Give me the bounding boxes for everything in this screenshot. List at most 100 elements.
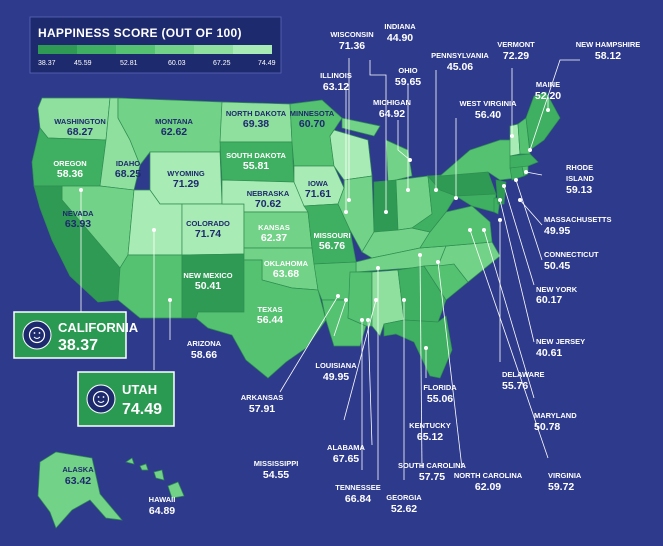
- state-alaska: [37, 451, 123, 529]
- label-kansas-value: 62.37: [261, 232, 287, 244]
- label-texas-name: TEXAS: [257, 305, 282, 314]
- label-washington-value: 68.27: [67, 126, 93, 138]
- label-rhode-island-name-1: RHODE: [566, 163, 593, 172]
- label-iowa-value: 71.61: [305, 188, 331, 200]
- legend-tick: 60.03: [168, 60, 186, 67]
- label-nevada-value: 63.93: [65, 218, 91, 230]
- state-georgia: [397, 265, 447, 323]
- label-ohio-name: OHIO: [398, 66, 417, 75]
- state-mississippi: [347, 271, 373, 327]
- label-north-carolina-value: 62.09: [475, 481, 501, 493]
- leader-lines: [80, 58, 580, 480]
- label-kansas-name: KANSAS: [258, 223, 290, 232]
- label-wisconsin-name: WISCONSIN: [330, 30, 373, 39]
- label-montana-value: 62.62: [161, 126, 187, 138]
- label-massachusetts-value: 49.95: [544, 225, 570, 237]
- label-connecticut-name: CONNECTICUT: [544, 250, 599, 259]
- label-oregon-name: OREGON: [53, 159, 86, 168]
- label-alabama-value: 67.65: [333, 453, 359, 465]
- label-georgia-value: 52.62: [391, 503, 417, 515]
- label-west-virginia-name: WEST VIRGINIA: [459, 99, 517, 108]
- legend-swatch-1: [38, 45, 77, 54]
- label-oklahoma-value: 63.68: [273, 268, 299, 280]
- label-virginia-name: VIRGINIA: [548, 471, 582, 480]
- label-north-carolina-name: NORTH CAROLINA: [454, 471, 523, 480]
- state-illinois: [337, 175, 375, 253]
- state-california: [33, 185, 121, 303]
- label-kentucky-name: KENTUCKY: [409, 421, 451, 430]
- label-missouri-value: 56.76: [319, 240, 345, 252]
- legend-swatch-6: [233, 45, 272, 54]
- legend-swatch-4: [155, 45, 194, 54]
- label-rhode-island-name-2: ISLAND: [566, 174, 595, 183]
- label-west-virginia-value: 56.40: [475, 109, 501, 121]
- legend-swatch-5: [194, 45, 233, 54]
- label-nebraska-value: 70.62: [255, 198, 281, 210]
- state-hawaii: [125, 457, 185, 499]
- label-colorado-name: COLORADO: [186, 219, 230, 228]
- legend: HAPPINESS SCORE (OUT OF 100) 38.37 45.59…: [29, 16, 282, 74]
- label-new-york-value: 60.17: [536, 294, 562, 306]
- label-louisiana-name: LOUISIANA: [315, 361, 357, 370]
- label-washington-name: WASHINGTON: [54, 117, 106, 126]
- label-colorado-value: 71.74: [195, 228, 221, 240]
- label-south-carolina-value: 57.75: [419, 471, 445, 483]
- label-vermont-value: 72.29: [503, 50, 529, 62]
- label-south-dakota-name: SOUTH DAKOTA: [226, 151, 286, 160]
- label-new-hampshire-value: 58.12: [595, 50, 621, 62]
- state-michigan: [341, 117, 413, 183]
- label-texas-value: 56.44: [257, 314, 283, 326]
- label-idaho-name: IDAHO: [116, 159, 140, 168]
- inmap-labels: WASHINGTON 68.27 MONTANA 62.62 NORTH DAK…: [54, 109, 335, 240]
- label-arizona-value: 58.66: [191, 349, 217, 361]
- label-michigan-value: 64.92: [379, 108, 405, 120]
- label-oklahoma-name: OKLAHOMA: [264, 259, 309, 268]
- label-new-jersey-value: 40.61: [536, 347, 562, 359]
- label-montana-name: MONTANA: [155, 117, 193, 126]
- label-new-mexico-name: NEW MEXICO: [183, 271, 232, 280]
- label-north-dakota-value: 69.38: [243, 118, 269, 130]
- label-nebraska-name: NEBRASKA: [247, 189, 290, 198]
- label-kentucky-value: 65.12: [417, 431, 443, 443]
- label-florida-name: FLORIDA: [423, 383, 457, 392]
- label-alaska-value: 63.42: [65, 475, 91, 487]
- utah-callout-value: 74.49: [122, 401, 162, 418]
- legend-tick: 67.25: [213, 60, 231, 67]
- state-texas: [195, 259, 327, 379]
- label-vermont-name: VERMONT: [497, 40, 535, 49]
- california-callout-value: 38.37: [58, 337, 98, 354]
- label-illinois-value: 63.12: [323, 81, 349, 93]
- legend-title: HAPPINESS SCORE (OUT OF 100): [38, 26, 242, 40]
- label-arizona-name: ARIZONA: [187, 339, 222, 348]
- label-mississippi-name: MISSISSIPPI: [254, 459, 299, 468]
- legend-tick: 52.81: [120, 60, 138, 67]
- label-wyoming-name: WYOMING: [167, 169, 205, 178]
- label-pennsylvania-name: PENNSYLVANIA: [431, 51, 489, 60]
- label-south-carolina-name: SOUTH CAROLINA: [398, 461, 466, 470]
- california-callout-name: CALIFORNIA: [58, 320, 139, 335]
- label-new-mexico-value: 50.41: [195, 280, 221, 292]
- label-tennessee-value: 66.84: [345, 493, 371, 505]
- label-indiana-name: INDIANA: [384, 22, 416, 31]
- label-new-jersey-name: NEW JERSEY: [536, 337, 585, 346]
- label-connecticut-value: 50.45: [544, 260, 570, 272]
- label-florida-value: 55.06: [427, 393, 453, 405]
- label-arkansas-value: 57.91: [249, 403, 275, 415]
- label-alaska-name: ALASKA: [62, 465, 94, 474]
- label-wisconsin-value: 71.36: [339, 40, 365, 52]
- label-delaware-value: 55.76: [502, 380, 528, 392]
- state-florida: [383, 315, 453, 379]
- label-minnesota-name: MINNESOTA: [290, 109, 335, 118]
- label-tennessee-name: TENNESSEE: [335, 483, 380, 492]
- label-minnesota-value: 60.70: [299, 118, 325, 130]
- smiley-face-icon: [86, 384, 116, 414]
- label-hawaii-value: 64.89: [149, 505, 175, 517]
- label-indiana-value: 44.90: [387, 32, 413, 44]
- label-louisiana-value: 49.95: [323, 371, 349, 383]
- label-massachusetts-name: MASSACHUSETTS: [544, 215, 612, 224]
- label-michigan-name: MICHIGAN: [373, 98, 411, 107]
- label-maryland-value: 50.78: [534, 421, 560, 433]
- label-arkansas-name: ARKANSAS: [241, 393, 284, 402]
